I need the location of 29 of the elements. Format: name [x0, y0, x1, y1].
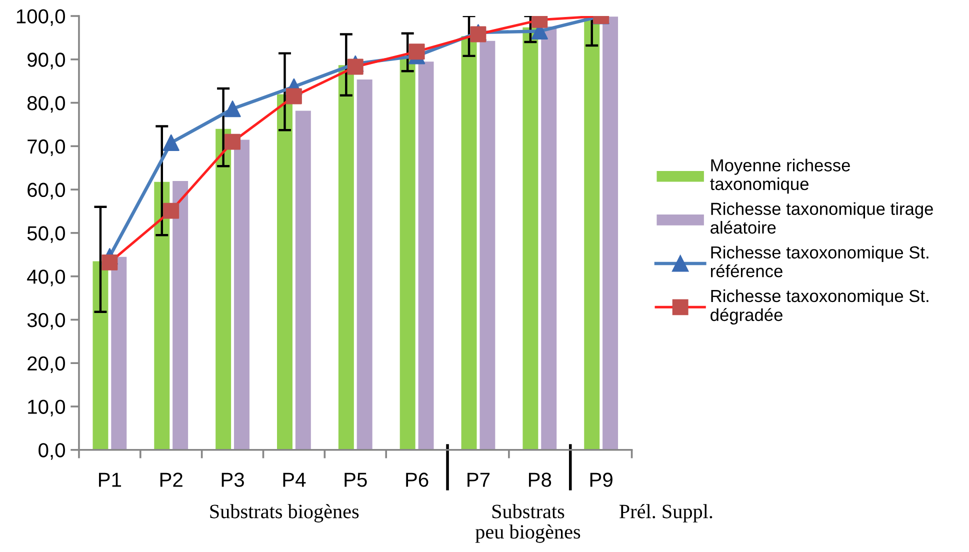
- text: Substrats peu biogènes: [475, 504, 580, 543]
- y-tick-label: 100,0: [16, 9, 65, 26]
- legend-label: Richesse taxonomique tirage aléatoire: [710, 202, 933, 234]
- text: Prél. Suppl.: [619, 504, 712, 522]
- y-tick-label: 30,0: [27, 312, 65, 330]
- x-tick-label: P1: [99, 472, 122, 487]
- y-tick-label: 0,0: [38, 443, 65, 460]
- y-tick-label: 20,0: [28, 356, 65, 373]
- x-tick-label: P3: [222, 472, 244, 487]
- x-tick-label: P6: [406, 472, 428, 487]
- y-tick-label: 70,0: [28, 139, 65, 156]
- y-tick-label: 80,0: [27, 96, 65, 113]
- point: [162, 134, 180, 151]
- x-tick-label: P5: [344, 472, 367, 487]
- legend-label: Richesse taxoxonomique St. dégradée: [710, 289, 928, 325]
- x-tick-label: P8: [528, 472, 552, 487]
- y-tick-label: 40,0: [27, 270, 65, 286]
- x-tick-label: P7: [468, 472, 490, 487]
- legend-label: Richesse taxoxonomique St. référence: [710, 246, 928, 278]
- y-tick-label: 60,0: [28, 182, 65, 200]
- point: [224, 100, 241, 118]
- y-tick-label: 10,0: [28, 400, 65, 416]
- y-tick-label: 90,0: [28, 52, 65, 70]
- x-tick-label: P4: [283, 472, 306, 487]
- y-tick-label: 50,0: [27, 226, 65, 243]
- x-tick-label: P2: [160, 472, 182, 487]
- x-tick-label: P9: [590, 472, 612, 487]
- text: Substrats biogènes: [210, 504, 359, 522]
- legend-label: Moyenne richesse taxonomique: [710, 158, 850, 194]
